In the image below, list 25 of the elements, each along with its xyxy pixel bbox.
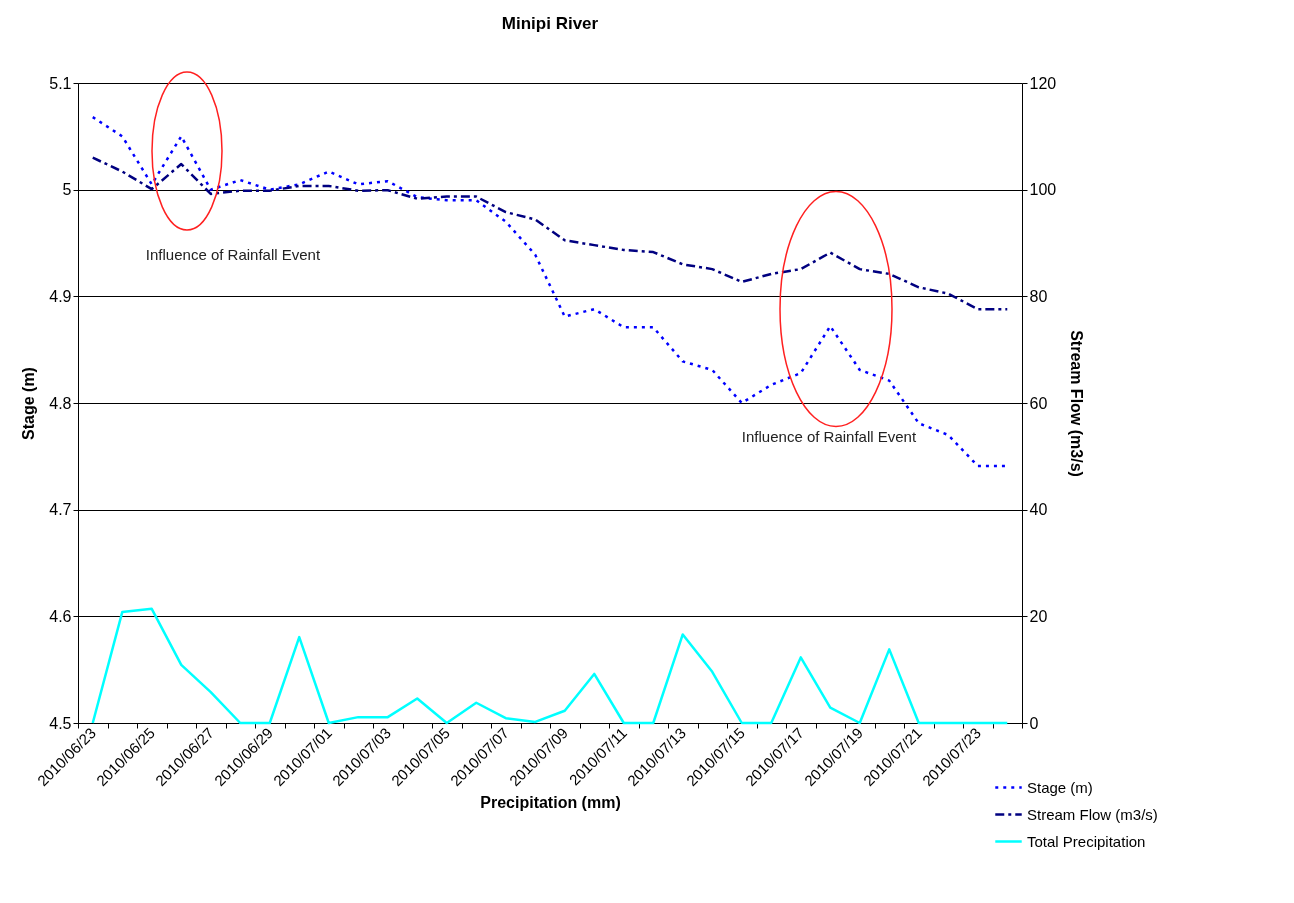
line-series xyxy=(91,607,1009,725)
y2-tick-label: 80 xyxy=(1029,287,1048,305)
annotation: Influence of Rainfall Event xyxy=(145,246,321,263)
annotation: Influence of Rainfall Event xyxy=(741,428,917,445)
y-tick-label: 4.6 xyxy=(49,607,72,625)
x-axis-title: Precipitation (mm) xyxy=(480,794,621,812)
y2-tick-label: 100 xyxy=(1029,181,1057,199)
y2-tick-label: 40 xyxy=(1029,501,1048,519)
y2-axis-title: Stream Flow (m3/s) xyxy=(1068,330,1086,477)
y-tick-label: 5.1 xyxy=(49,74,72,92)
y-axis-title: Stage (m) xyxy=(20,367,38,440)
chart-title: Minipi River xyxy=(501,14,599,33)
line-series xyxy=(91,156,1009,311)
legend-label: Total Precipitation xyxy=(1027,832,1146,850)
y2-tick-label: 120 xyxy=(1029,74,1057,92)
y-tick-label: 4.5 xyxy=(49,714,72,732)
legend-label: Stream Flow (m3/s) xyxy=(1027,805,1158,823)
y-tick-label: 5 xyxy=(62,181,72,199)
y-tick-label: 4.8 xyxy=(49,394,72,412)
y-tick-label: 4.9 xyxy=(49,287,72,305)
y2-tick-label: 0 xyxy=(1029,714,1039,732)
y2-tick-label: 60 xyxy=(1029,394,1048,412)
y2-tick-label: 20 xyxy=(1029,607,1048,625)
legend-label: Stage (m) xyxy=(1027,778,1093,796)
y-tick-label: 4.7 xyxy=(49,501,72,519)
